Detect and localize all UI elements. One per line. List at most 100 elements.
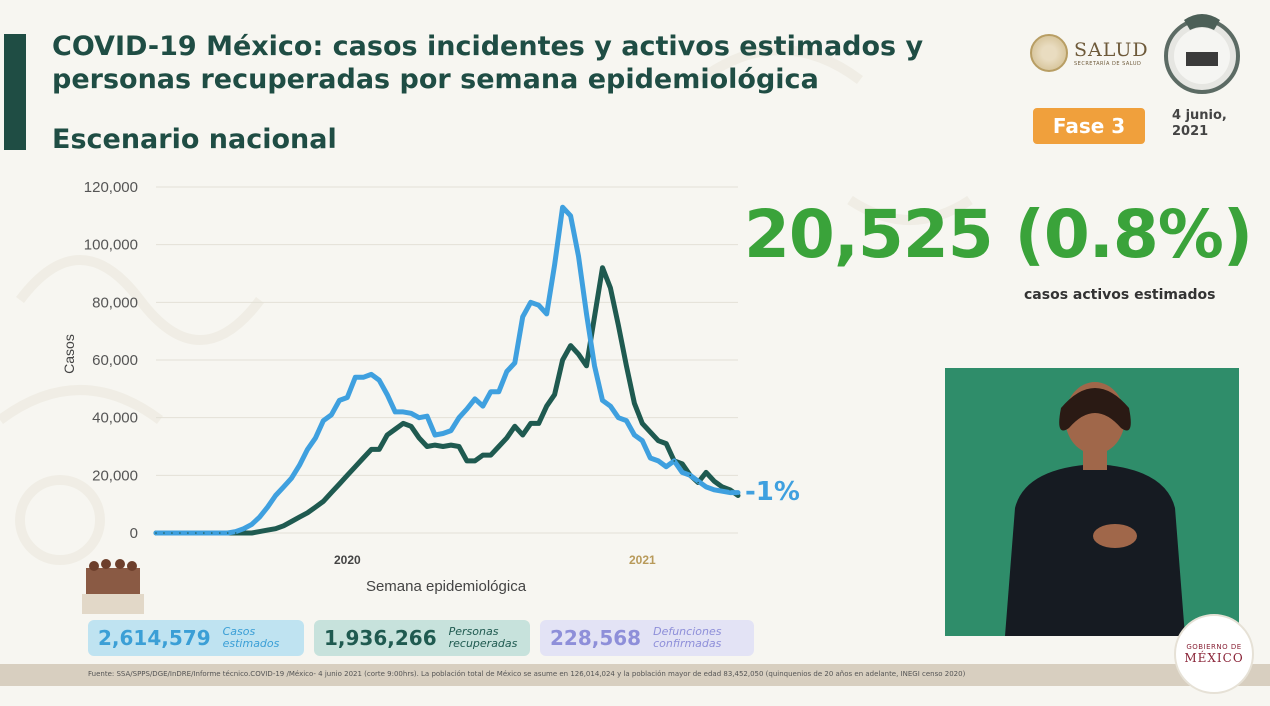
data-point — [378, 448, 381, 451]
source-footnote: Fuente: SSA/SPPS/DGE/InDRE/Informe técni… — [0, 664, 1270, 686]
data-point — [354, 465, 357, 468]
series-line-incident — [153, 204, 741, 536]
total-deaths-number: 228,568 — [550, 626, 642, 650]
data-point — [171, 532, 173, 534]
data-point — [513, 362, 516, 364]
data-point — [721, 486, 723, 488]
active-cases-caption: casos activos estimados — [1024, 287, 1216, 303]
report-date-year: 2021 — [1172, 124, 1209, 139]
data-point — [593, 315, 596, 318]
data-point — [226, 532, 229, 534]
salud-logo: SALUD SECRETARÍA DE SALUD — [1030, 34, 1149, 72]
data-point — [561, 206, 564, 208]
data-point — [561, 359, 564, 361]
data-point — [218, 532, 221, 534]
data-point — [410, 412, 412, 415]
data-point — [458, 416, 460, 419]
data-point — [601, 399, 604, 402]
series-line-active — [153, 265, 741, 536]
data-point — [442, 432, 444, 435]
data-point — [346, 474, 349, 477]
data-point — [649, 457, 652, 459]
data-point — [617, 416, 620, 419]
total-deaths: 228,568 Defunciones confirmadas — [540, 620, 754, 656]
page-title: COVID-19 México: casos incidentes y acti… — [52, 31, 924, 95]
gobierno-logo-big-text: MÉXICO — [1184, 651, 1244, 665]
y-axis-label: Casos — [61, 334, 77, 374]
data-point — [521, 434, 524, 436]
data-point — [242, 527, 245, 530]
data-point — [394, 411, 396, 413]
data-point — [266, 506, 269, 508]
data-point — [442, 445, 444, 448]
data-point — [601, 266, 604, 269]
data-point — [314, 506, 317, 508]
data-point — [577, 353, 580, 356]
y-tick-label: 60,000 — [92, 352, 138, 369]
y-tick-label: 0 — [130, 525, 138, 542]
data-point — [274, 494, 277, 497]
data-point — [298, 464, 301, 467]
total-recovered-number: 1,936,266 — [324, 626, 437, 650]
data-point — [434, 434, 436, 436]
data-point — [394, 428, 396, 431]
data-point — [234, 532, 237, 534]
accent-bar — [4, 34, 26, 150]
total-deaths-label-1: Defunciones — [653, 625, 722, 638]
data-point — [617, 324, 620, 327]
data-point — [553, 393, 556, 396]
data-point — [314, 437, 317, 439]
data-point — [290, 520, 293, 523]
data-point — [490, 454, 492, 456]
data-point — [418, 437, 420, 439]
data-point — [721, 490, 723, 492]
data-point — [378, 379, 381, 381]
x-axis-label: Semana epidemiológica — [366, 578, 527, 595]
data-point — [258, 530, 261, 533]
total-estimated-cases-number: 2,614,579 — [98, 626, 211, 650]
data-point — [705, 471, 707, 474]
data-point — [282, 486, 285, 488]
data-point — [179, 532, 181, 534]
data-point — [386, 434, 389, 436]
data-point — [410, 425, 412, 428]
data-point — [211, 532, 213, 534]
data-point — [577, 255, 580, 257]
data-point — [498, 390, 500, 393]
data-point — [322, 500, 325, 503]
data-point — [426, 415, 428, 418]
total-estimated-cases-label-1: Casos — [222, 625, 256, 638]
data-point — [490, 390, 492, 393]
data-point — [482, 405, 484, 407]
data-point — [250, 523, 253, 526]
data-point — [474, 398, 476, 400]
data-point — [545, 405, 548, 407]
y-tick-label: 120,000 — [84, 179, 138, 196]
data-point — [203, 532, 205, 534]
data-point — [330, 413, 333, 416]
data-point — [330, 491, 333, 494]
data-point — [649, 431, 652, 433]
data-point — [498, 445, 500, 448]
data-point — [386, 393, 389, 396]
data-point — [362, 376, 365, 379]
trend-change-label: -1% — [745, 477, 800, 507]
sign-language-interpreter-video — [945, 368, 1239, 636]
total-estimated-cases: 2,614,579 Casos estimados — [88, 620, 304, 656]
data-point — [482, 454, 484, 456]
data-point — [593, 364, 596, 367]
data-point — [338, 399, 341, 402]
data-point — [418, 416, 420, 419]
total-recovered-label-1: Personas — [448, 625, 499, 638]
data-point — [258, 516, 261, 518]
data-point — [274, 527, 277, 530]
data-point — [234, 530, 237, 533]
gobierno-de-mexico-logo: GOBIERNO DE MÉXICO — [1174, 614, 1254, 694]
salud-seal-icon — [1030, 34, 1068, 72]
data-point — [521, 315, 524, 318]
data-point — [346, 396, 349, 399]
data-point — [163, 532, 165, 534]
data-point — [553, 264, 556, 266]
salud-logo-text: SALUD — [1074, 39, 1149, 61]
y-tick-label: 80,000 — [92, 294, 138, 311]
